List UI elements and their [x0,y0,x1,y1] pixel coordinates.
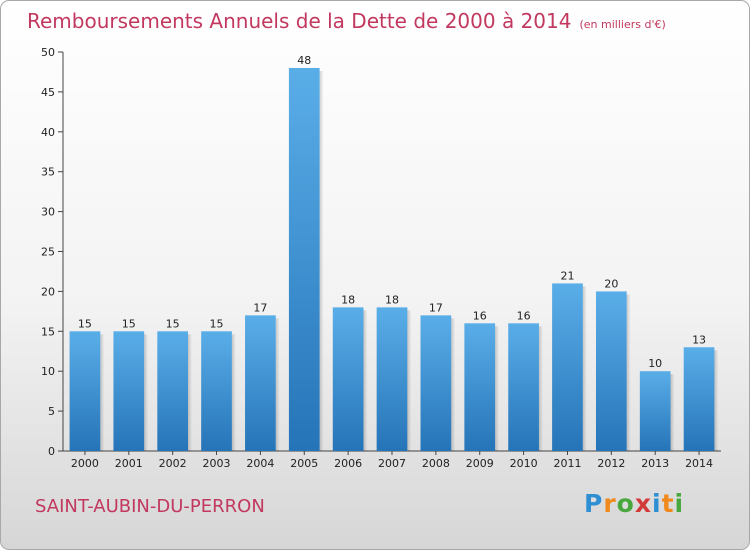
bar-shadow [582,286,587,451]
x-tick-label: 2008 [422,457,450,470]
chart-bars: 15 15 15 15 17 48 18 18 17 16 16 21 20 10 13 [69,54,719,452]
bar-shadow [275,318,280,451]
y-tick-label: 20 [41,285,55,298]
bar[interactable] [288,67,320,452]
bar[interactable] [332,307,364,451]
bar-shadow [188,334,193,451]
logo-letter: r [603,489,617,518]
bar-shadow [407,310,412,451]
bar-shadow [495,326,500,451]
bar-value-label: 17 [429,301,443,314]
bar-value-label: 20 [604,277,618,290]
x-tick-label: 2009 [466,457,494,470]
bar-value-label: 17 [253,301,267,314]
logo-letter: t [661,489,675,518]
bar[interactable] [157,331,189,451]
y-tick-label: 0 [48,445,55,458]
logo-letter: x [634,489,652,518]
bar-shadow [231,334,236,451]
chart-axes: 0 5 10 15 20 25 30 35 40 45 50 2000 2001 2002 2003 2004… [41,46,721,470]
bar[interactable] [245,315,276,451]
y-tick-label: 45 [41,86,55,99]
bar-shadow [363,310,368,451]
logo-letter: P [584,489,604,518]
bar-shadow [714,350,719,451]
bar-value-label: 18 [385,293,399,306]
x-tick-label: 2000 [71,457,99,470]
bar[interactable] [464,323,496,451]
x-tick-label: 2004 [246,457,274,470]
bar[interactable] [595,291,627,451]
logo-letter: i [652,489,662,518]
x-tick-label: 2003 [203,457,231,470]
x-tick-label: 2002 [159,457,187,470]
y-tick-label: 5 [48,405,55,418]
x-tick-label: 2006 [334,457,362,470]
y-tick-label: 50 [41,46,55,59]
bar-shadow [144,334,149,451]
bar-shadow [626,294,631,451]
x-tick-label: 2011 [553,457,581,470]
commune-name: SAINT-AUBIN-DU-PERRON [35,496,265,517]
bar[interactable] [69,331,101,451]
bar-value-label: 21 [560,269,574,282]
bar-shadow [319,70,324,452]
bar-value-label: 15 [210,317,224,330]
chart-unit: (en milliers d'€) [579,18,666,31]
x-tick-label: 2007 [378,457,406,470]
logo-letter: o [616,489,635,518]
bar[interactable] [376,307,408,451]
bar-shadow [538,326,543,451]
bar[interactable] [420,315,452,451]
logo-letter: i [674,489,685,518]
x-tick-label: 2014 [685,457,713,470]
bar[interactable] [508,323,539,451]
y-tick-label: 15 [41,325,55,338]
bar[interactable] [683,347,715,451]
bar-value-label: 18 [341,293,355,306]
bar-value-label: 16 [517,309,531,322]
chart-title: Remboursements Annuels de la Dette de 20… [27,9,666,33]
y-tick-label: 30 [41,206,55,219]
x-tick-label: 2001 [115,457,143,470]
bar-value-label: 15 [78,317,92,330]
bar[interactable] [639,371,671,451]
y-tick-label: 40 [41,126,55,139]
bar[interactable] [201,331,232,451]
bar-value-label: 15 [166,317,180,330]
x-tick-label: 2013 [641,457,669,470]
bar-shadow [100,334,105,451]
bar-shadow [670,374,675,451]
bar[interactable] [552,283,583,451]
bar[interactable] [113,331,145,451]
bar-value-label: 48 [297,54,311,67]
chart-title-text: Remboursements Annuels de la Dette de 20… [27,9,572,33]
y-tick-label: 10 [41,365,55,378]
bar-value-label: 15 [122,317,136,330]
bar-shadow [451,318,456,451]
proxiti-logo[interactable]: Proxiti [584,489,684,518]
bar-value-label: 13 [692,333,706,346]
y-tick-label: 35 [41,166,55,179]
bar-value-label: 16 [473,309,487,322]
y-tick-label: 25 [41,246,55,259]
x-tick-label: 2005 [290,457,318,470]
x-tick-label: 2012 [597,457,625,470]
bar-value-label: 10 [648,357,662,370]
x-tick-label: 2010 [510,457,538,470]
